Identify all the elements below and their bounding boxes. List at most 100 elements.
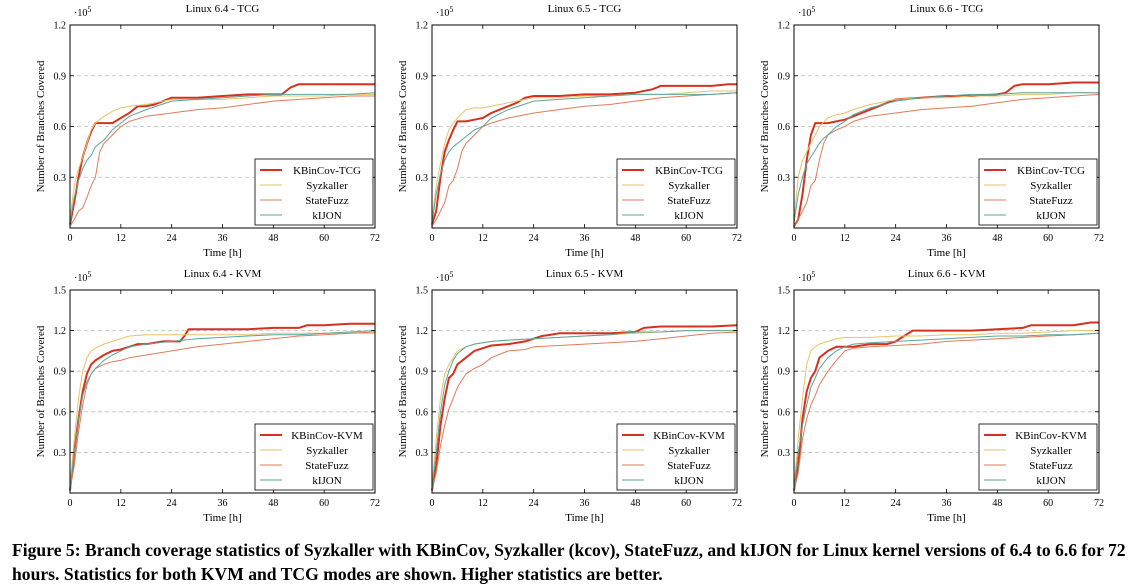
x-axis-label: Time [h] [927, 512, 965, 524]
y-scale-exponent: 5 [811, 270, 815, 279]
x-axis-label: Time [h] [203, 512, 241, 524]
chart-title: Linux 6.5 - TCG [548, 3, 622, 15]
y-tick-label: 0.9 [54, 367, 67, 378]
series-line-syzkaller [793, 330, 1099, 487]
legend: KBinCov-TCG Syzkaller StateFuzz kIJON [978, 158, 1098, 226]
series-line-kbincov [793, 321, 1099, 491]
y-axis-label: Number of Branches Covered [759, 325, 771, 457]
x-tick-label: 60 [1043, 233, 1053, 244]
x-tick-label: 0 [792, 233, 797, 244]
x-tick-label: 60 [1043, 498, 1053, 509]
legend-label-kijon: kIJON [312, 475, 341, 487]
y-tick-label: 0.9 [416, 367, 429, 378]
series-line-statefuzz [431, 92, 738, 227]
branch-coverage-figure: 0 12 24 36 48 60 72 0.3 0.6 0.9 1.2 Linux 6.4 - TCG… [35, 3, 1104, 524]
legend-label-kijon: kIJON [674, 475, 703, 487]
x-tick-label: 72 [732, 498, 742, 509]
figure-caption: Figure 5: Branch coverage statistics of … [12, 540, 1126, 584]
legend: KBinCov-TCG Syzkaller StateFuzz kIJON [254, 158, 374, 226]
series-line-statefuzz [793, 332, 1100, 491]
series-line-syzkaller [793, 92, 1099, 220]
y-tick-label: 0.3 [54, 173, 67, 184]
x-tick-label: 0 [430, 233, 435, 244]
y-tick-label: 1.2 [778, 21, 791, 32]
legend-label-kbincov: KBinCov-TCG [293, 165, 361, 177]
y-tick-label: 1.5 [778, 286, 791, 297]
series-line-kijon [69, 92, 376, 223]
series-line-statefuzz [69, 331, 376, 491]
x-tick-label: 0 [430, 498, 435, 509]
y-axis-label: Number of Branches Covered [35, 325, 47, 457]
series-line-kijon [431, 330, 737, 489]
y-scale-base: ·10 [798, 8, 811, 19]
chart-panel-4: 0 12 24 36 48 60 72 0.3 0.6 0.9 1.2 1.5 Linux 6.4 - … [35, 268, 380, 524]
y-tick-label: 0.6 [54, 122, 67, 133]
x-tick-label: 36 [580, 233, 590, 244]
x-tick-label: 36 [942, 498, 952, 509]
y-scale-exponent: 5 [87, 5, 91, 14]
chart-title: Linux 6.6 - TCG [910, 3, 984, 15]
y-tick-label: 1.2 [416, 21, 429, 32]
legend-label-syzkaller: Syzkaller [668, 180, 710, 192]
series-line-statefuzz [793, 93, 1100, 227]
x-tick-label: 72 [370, 498, 380, 509]
series-line-statefuzz [69, 95, 375, 227]
y-scale-exponent: 5 [449, 270, 453, 279]
x-tick-label: 60 [319, 498, 329, 509]
x-tick-label: 48 [630, 233, 640, 244]
legend-label-statefuzz: StateFuzz [305, 195, 348, 207]
legend-label-kijon: kIJON [312, 210, 341, 222]
chart-title: Linux 6.4 - KVM [184, 268, 262, 280]
legend-label-kbincov: KBinCov-KVM [653, 430, 725, 442]
legend-label-syzkaller: Syzkaller [306, 445, 348, 457]
y-tick-label: 0.6 [416, 122, 429, 133]
y-scale-base: ·10 [436, 8, 449, 19]
y-axis-label: Number of Branches Covered [35, 60, 47, 192]
x-tick-label: 72 [370, 233, 380, 244]
x-tick-label: 36 [942, 233, 952, 244]
y-tick-label: 0.3 [54, 448, 67, 459]
x-tick-label: 0 [792, 498, 797, 509]
x-tick-label: 24 [529, 498, 539, 509]
x-tick-label: 72 [1094, 498, 1104, 509]
x-tick-label: 60 [681, 498, 691, 509]
y-scale-label: ·105 [74, 5, 91, 19]
legend-label-statefuzz: StateFuzz [667, 460, 710, 472]
legend-label-syzkaller: Syzkaller [1030, 445, 1072, 457]
legend-label-statefuzz: StateFuzz [1029, 460, 1072, 472]
series-line-statefuzz [431, 331, 738, 491]
x-tick-label: 60 [319, 233, 329, 244]
x-tick-label: 24 [167, 233, 177, 244]
x-tick-label: 0 [68, 498, 73, 509]
y-scale-label: ·105 [436, 5, 453, 19]
series-line-kijon [431, 92, 738, 223]
legend: KBinCov-KVM Syzkaller StateFuzz kIJON [616, 423, 736, 491]
legend-label-statefuzz: StateFuzz [1029, 195, 1072, 207]
x-axis-label: Time [h] [927, 247, 965, 259]
x-axis-label: Time [h] [203, 247, 241, 259]
series-line-kbincov [69, 322, 375, 491]
legend: KBinCov-TCG Syzkaller StateFuzz kIJON [616, 158, 736, 226]
legend-label-kbincov: KBinCov-TCG [655, 165, 723, 177]
y-tick-label: 0.3 [778, 173, 791, 184]
legend-label-statefuzz: StateFuzz [667, 195, 710, 207]
x-tick-label: 48 [268, 498, 278, 509]
legend-label-kbincov: KBinCov-TCG [1017, 165, 1085, 177]
series-line-kijon [793, 92, 1099, 223]
y-axis-label: Number of Branches Covered [759, 60, 771, 192]
legend-label-kbincov: KBinCov-KVM [291, 430, 363, 442]
y-tick-label: 1.2 [54, 326, 67, 337]
y-scale-exponent: 5 [811, 5, 815, 14]
y-scale-exponent: 5 [449, 5, 453, 14]
y-tick-label: 0.3 [416, 448, 429, 459]
y-tick-label: 0.9 [416, 71, 429, 82]
y-scale-base: ·10 [798, 273, 811, 284]
legend-label-kijon: kIJON [674, 210, 703, 222]
series-line-kbincov [431, 324, 738, 491]
x-tick-label: 36 [218, 498, 228, 509]
series-line-kbincov [431, 83, 737, 225]
y-scale-exponent: 5 [87, 270, 91, 279]
x-tick-label: 12 [116, 233, 126, 244]
legend-label-syzkaller: Syzkaller [306, 180, 348, 192]
y-tick-label: 0.6 [778, 407, 791, 418]
